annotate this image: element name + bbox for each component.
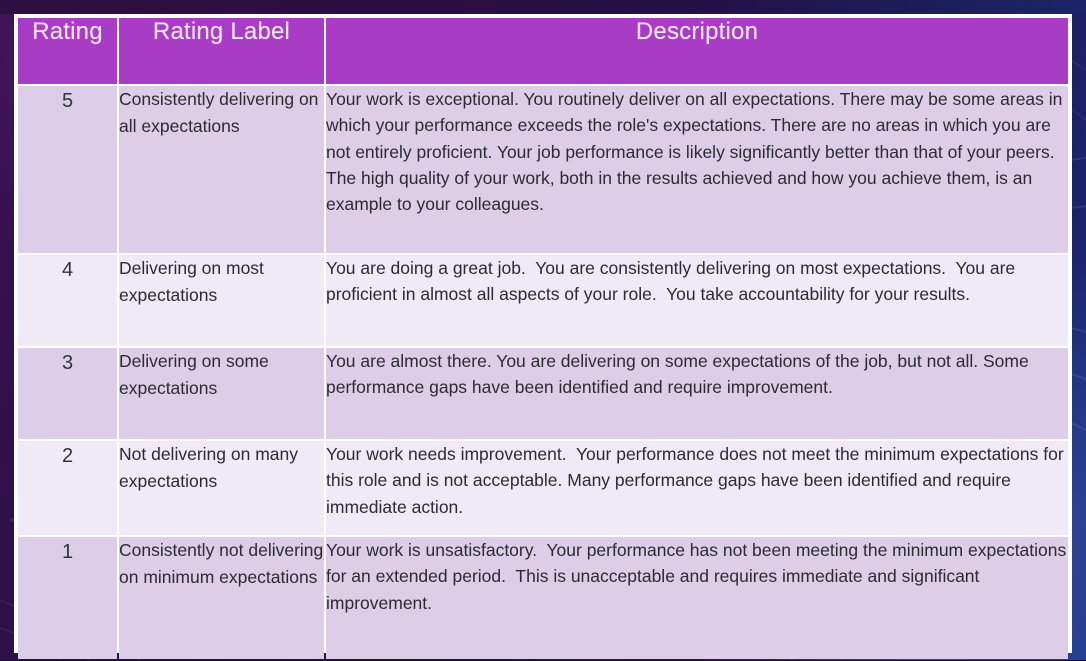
cell-rating-description: Your work needs improvement. Your perfor… xyxy=(326,441,1068,535)
background-top-strip xyxy=(0,0,1086,14)
cell-rating-description: You are almost there. You are delivering… xyxy=(326,348,1068,439)
cell-rating-label: Not delivering on many expectations xyxy=(119,441,324,535)
table-body: 5 Consistently delivering on all expecta… xyxy=(18,86,1068,659)
column-header-rating: Rating xyxy=(18,18,117,84)
table-header-row: Rating Rating Label Description xyxy=(18,18,1068,84)
table-row: 1 Consistently not delivering on minimum… xyxy=(18,537,1068,659)
column-header-description: Description xyxy=(326,18,1068,84)
cell-rating-label: Delivering on most expectations xyxy=(119,255,324,346)
cell-rating-description: You are doing a great job. You are consi… xyxy=(326,255,1068,346)
cell-rating-value: 5 xyxy=(18,86,117,253)
cell-rating-label: Consistently delivering on all expectati… xyxy=(119,86,324,253)
cell-rating-value: 3 xyxy=(18,348,117,439)
cell-rating-label: Consistently not delivering on minimum e… xyxy=(119,537,324,659)
cell-rating-label: Delivering on some expectations xyxy=(119,348,324,439)
performance-rating-table: Rating Rating Label Description 5 Consis… xyxy=(16,16,1070,661)
column-header-rating-label: Rating Label xyxy=(119,18,324,84)
cell-rating-description: Your work is exceptional. You routinely … xyxy=(326,86,1068,253)
cell-rating-value: 2 xyxy=(18,441,117,535)
table-row: 4 Delivering on most expectations You ar… xyxy=(18,255,1068,346)
performance-rating-table-container: Rating Rating Label Description 5 Consis… xyxy=(14,14,1072,659)
table-row: 5 Consistently delivering on all expecta… xyxy=(18,86,1068,253)
cell-rating-value: 1 xyxy=(18,537,117,659)
table-row: 2 Not delivering on many expectations Yo… xyxy=(18,441,1068,535)
table-header: Rating Rating Label Description xyxy=(18,18,1068,84)
cell-rating-description: Your work is unsatisfactory. Your perfor… xyxy=(326,537,1068,659)
table-row: 3 Delivering on some expectations You ar… xyxy=(18,348,1068,439)
cell-rating-value: 4 xyxy=(18,255,117,346)
